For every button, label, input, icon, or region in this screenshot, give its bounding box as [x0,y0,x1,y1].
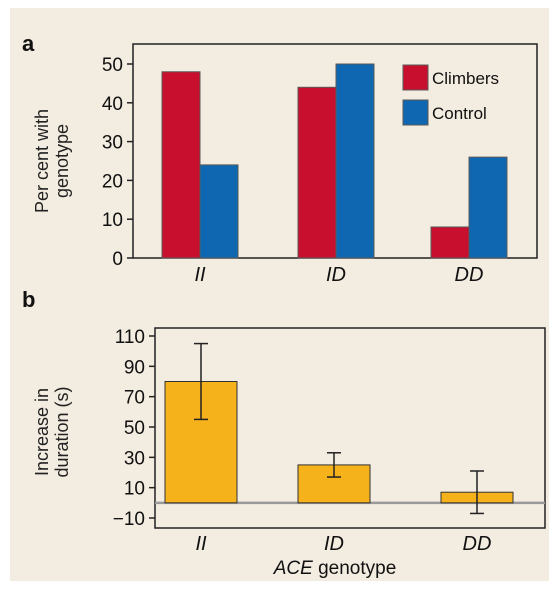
panel-a-bar [161,71,201,259]
panel-a-ytick-label: 20 [102,171,123,192]
panel-a-bar [468,156,508,259]
panel-b-frame [154,327,546,529]
panel-a-ylabel: genotype [52,124,72,198]
panel-a-letter: a [22,31,35,56]
xlabel-gene: ACE [273,558,313,579]
panel-a-bar [430,226,470,259]
panel-a-ylabel: Per cent with [32,109,52,213]
panel-a-ytick-label: 30 [102,133,123,154]
panel-a-ytick-label: 40 [102,94,123,115]
panel-b-ytick-label: 30 [124,448,145,469]
legend-swatch [402,99,429,126]
panel-b-ytick-label: 70 [124,388,145,409]
panel-a-ytick-label: 10 [102,210,123,231]
panel-b-category-label: DD [463,533,492,555]
panel-b-ytick-label: 90 [124,357,145,378]
panel-b-ytick-label: −10 [113,509,145,530]
panel-a-ytick-label: 50 [102,55,123,76]
panel-a-bar [335,63,375,259]
panel-a-bar [297,86,337,259]
legend-swatch [402,64,429,91]
panel-b-category-label: II [195,533,207,555]
panel-b-ylabel: Increase in [32,388,52,476]
panel-a-ytick-label: 0 [112,249,123,270]
panel-b-ytick-label: 50 [124,418,145,439]
panel-b-ytick-label: 110 [115,327,145,348]
legend-label: Control [432,104,487,123]
panel-b-letter: b [22,287,35,312]
panel-b-ylabel: duration (s) [52,386,72,477]
xlabel-rest: genotype [313,558,396,579]
panel-b-xlabel: ACE genotype [273,558,397,579]
panel-a-category-label: DD [455,264,484,286]
legend-label: Climbers [432,69,499,88]
figure: a 0 10 20 30 40 50 Per cent with genotype II ID DD C… [10,8,549,581]
panel-a-category-label: ID [326,264,346,286]
panel-b-ytick-label: 10 [124,479,145,500]
panel-b-category-label: ID [324,533,344,555]
panel-a-bar [199,164,239,259]
panel-a-category-label: II [194,264,206,286]
